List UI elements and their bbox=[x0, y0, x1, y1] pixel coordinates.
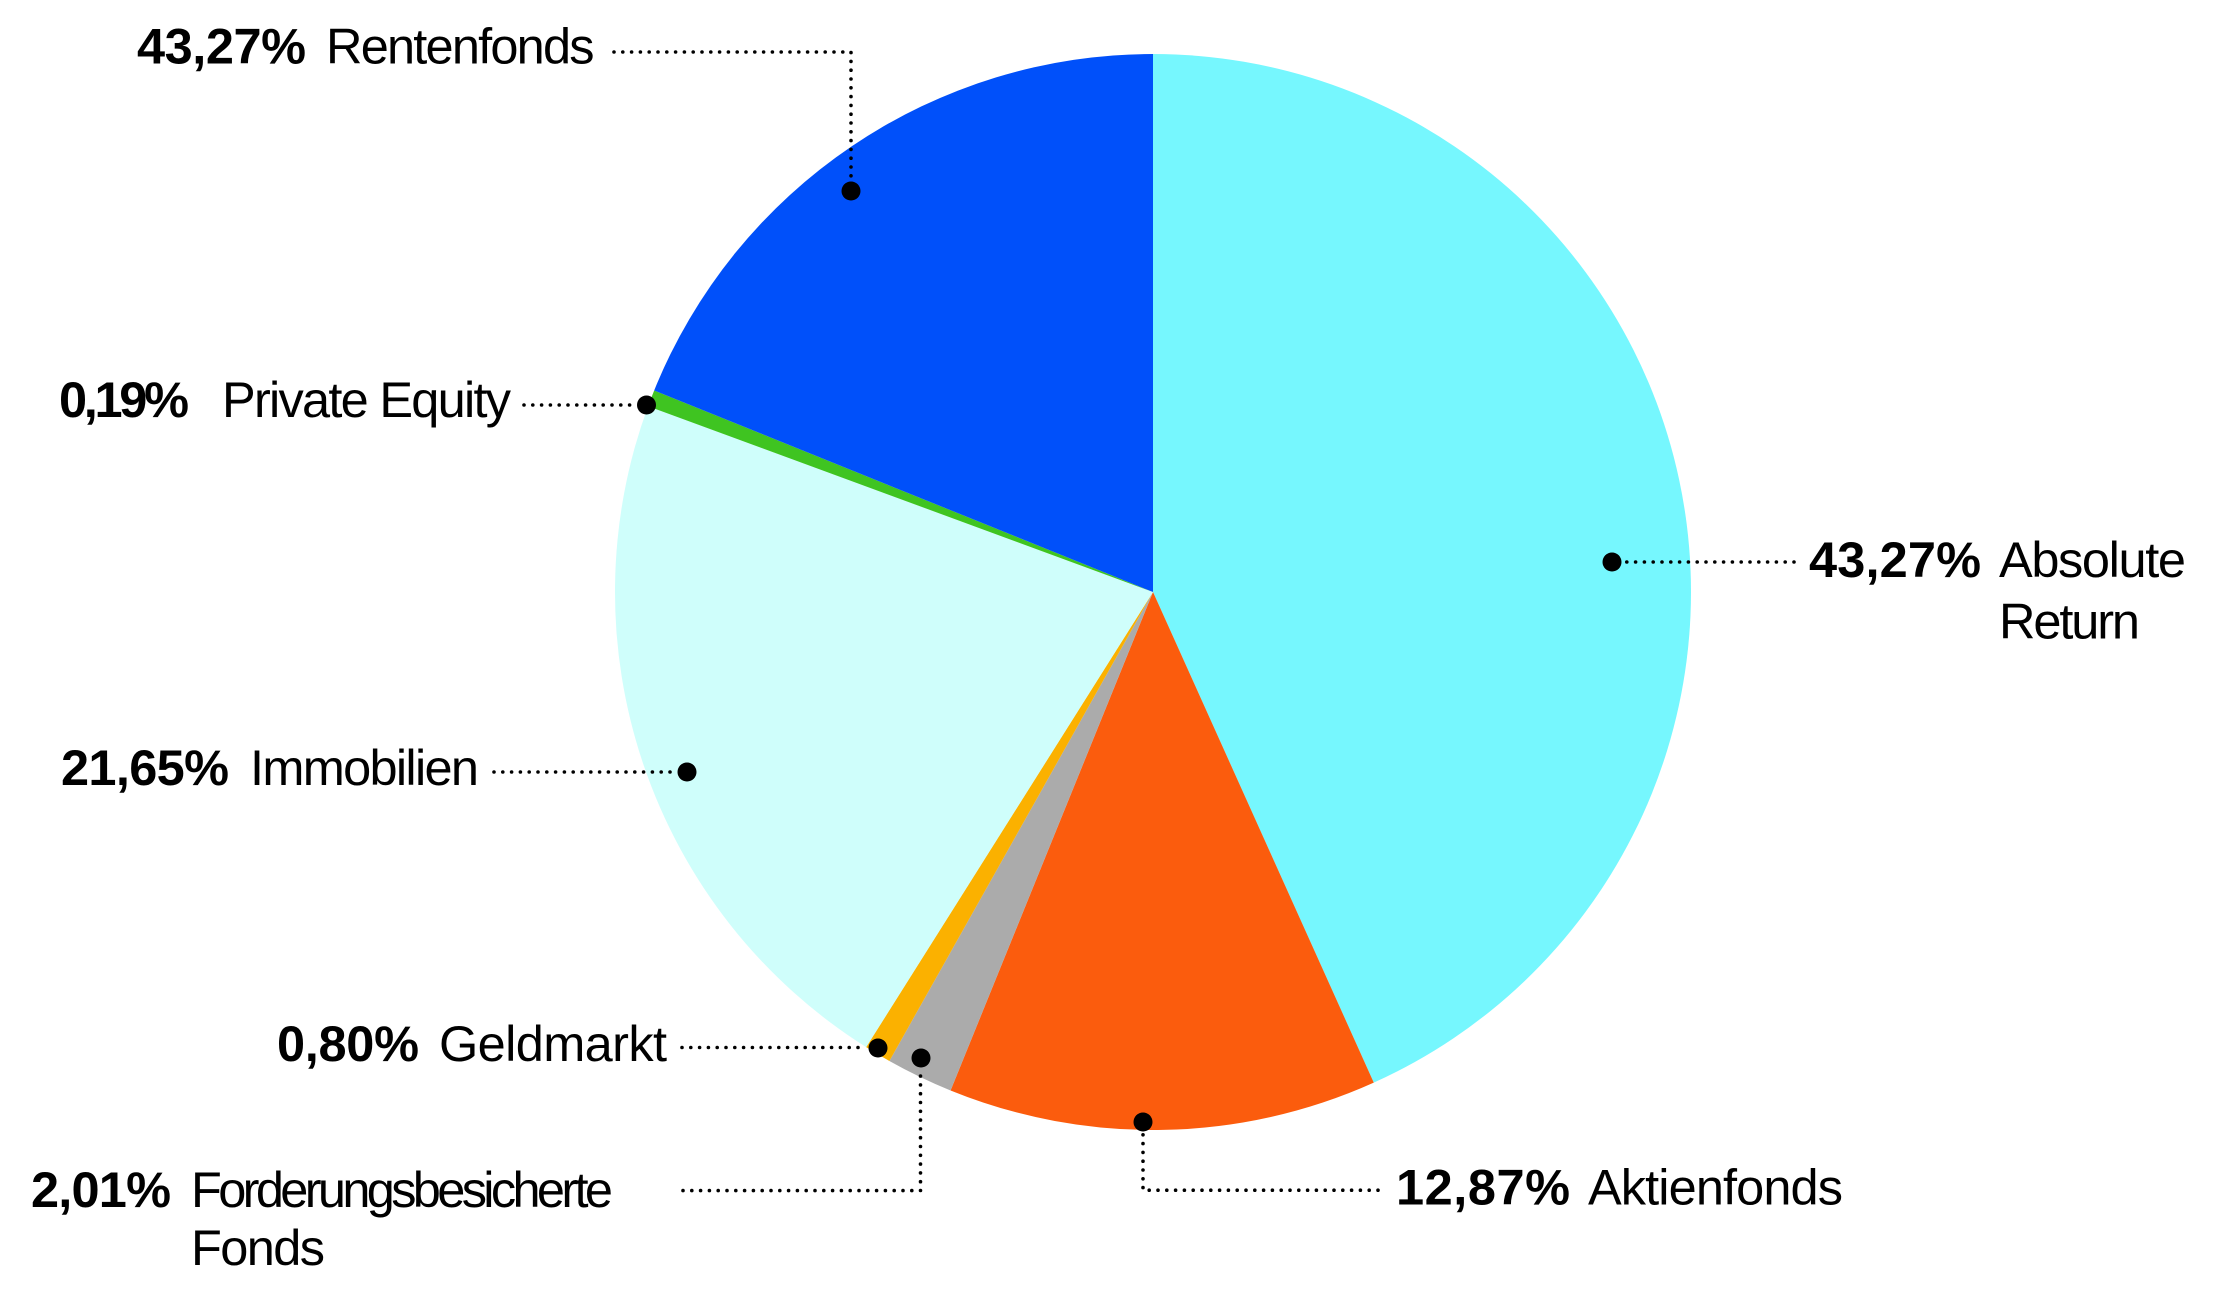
svg-text:43,27%: 43,27% bbox=[1809, 531, 1981, 588]
svg-text:21,65%: 21,65% bbox=[61, 739, 229, 796]
svg-text:12,87%: 12,87% bbox=[1396, 1159, 1570, 1216]
svg-text:2,01%: 2,01% bbox=[31, 1161, 171, 1218]
svg-text:Immobilien: Immobilien bbox=[250, 739, 479, 796]
svg-text:Return: Return bbox=[1999, 593, 2140, 650]
svg-text:Private Equity: Private Equity bbox=[222, 371, 512, 428]
svg-text:Absolute: Absolute bbox=[1999, 531, 2186, 588]
svg-text:0,80%: 0,80% bbox=[277, 1015, 419, 1072]
svg-text:Aktienfonds: Aktienfonds bbox=[1588, 1159, 1843, 1216]
svg-text:Forderungsbesicherte: Forderungsbesicherte bbox=[191, 1161, 613, 1218]
svg-text:43,27%: 43,27% bbox=[137, 18, 306, 75]
svg-text:0,19%: 0,19% bbox=[59, 371, 189, 428]
svg-text:Rentenfonds: Rentenfonds bbox=[326, 18, 595, 75]
svg-text:Fonds: Fonds bbox=[191, 1219, 325, 1276]
svg-text:Geldmarkt: Geldmarkt bbox=[439, 1015, 667, 1072]
